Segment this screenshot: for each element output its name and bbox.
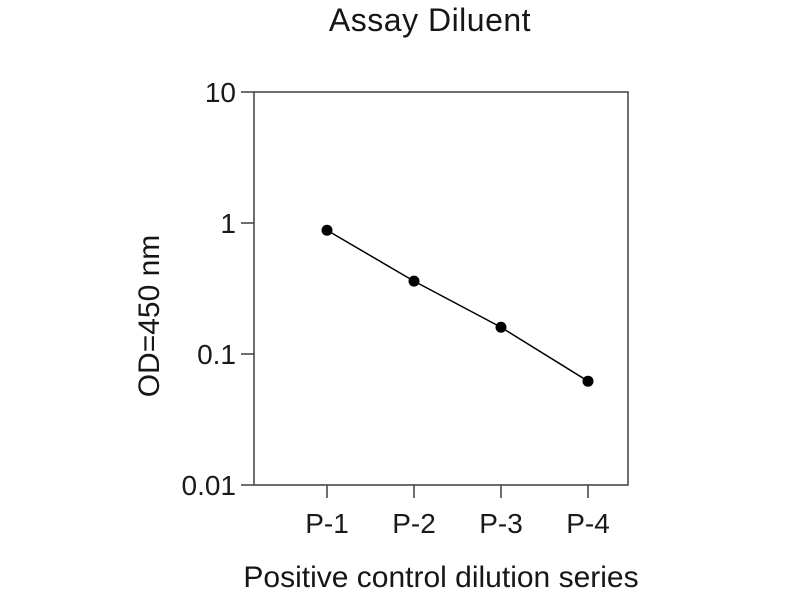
data-point-P-4 xyxy=(582,375,594,387)
data-line xyxy=(326,229,589,382)
y-tick-label: 0.01 xyxy=(182,470,237,501)
x-tick-label: P-1 xyxy=(305,508,349,539)
data-point-P-1 xyxy=(321,224,333,236)
axes-frame xyxy=(253,91,629,486)
y-tick-label: 1 xyxy=(220,208,236,239)
x-tick-label: P-3 xyxy=(479,508,523,539)
x-axis-label: Positive control dilution series xyxy=(243,561,639,594)
x-tick-label: P-4 xyxy=(566,508,610,539)
data-point-P-2 xyxy=(408,275,420,287)
data-point-P-3 xyxy=(495,321,507,333)
y-tick-label: 0.1 xyxy=(197,339,236,370)
x-tick-label: P-2 xyxy=(392,508,436,539)
chart-title: Assay Diluent xyxy=(328,2,532,38)
y-tick-label: 10 xyxy=(205,77,236,108)
